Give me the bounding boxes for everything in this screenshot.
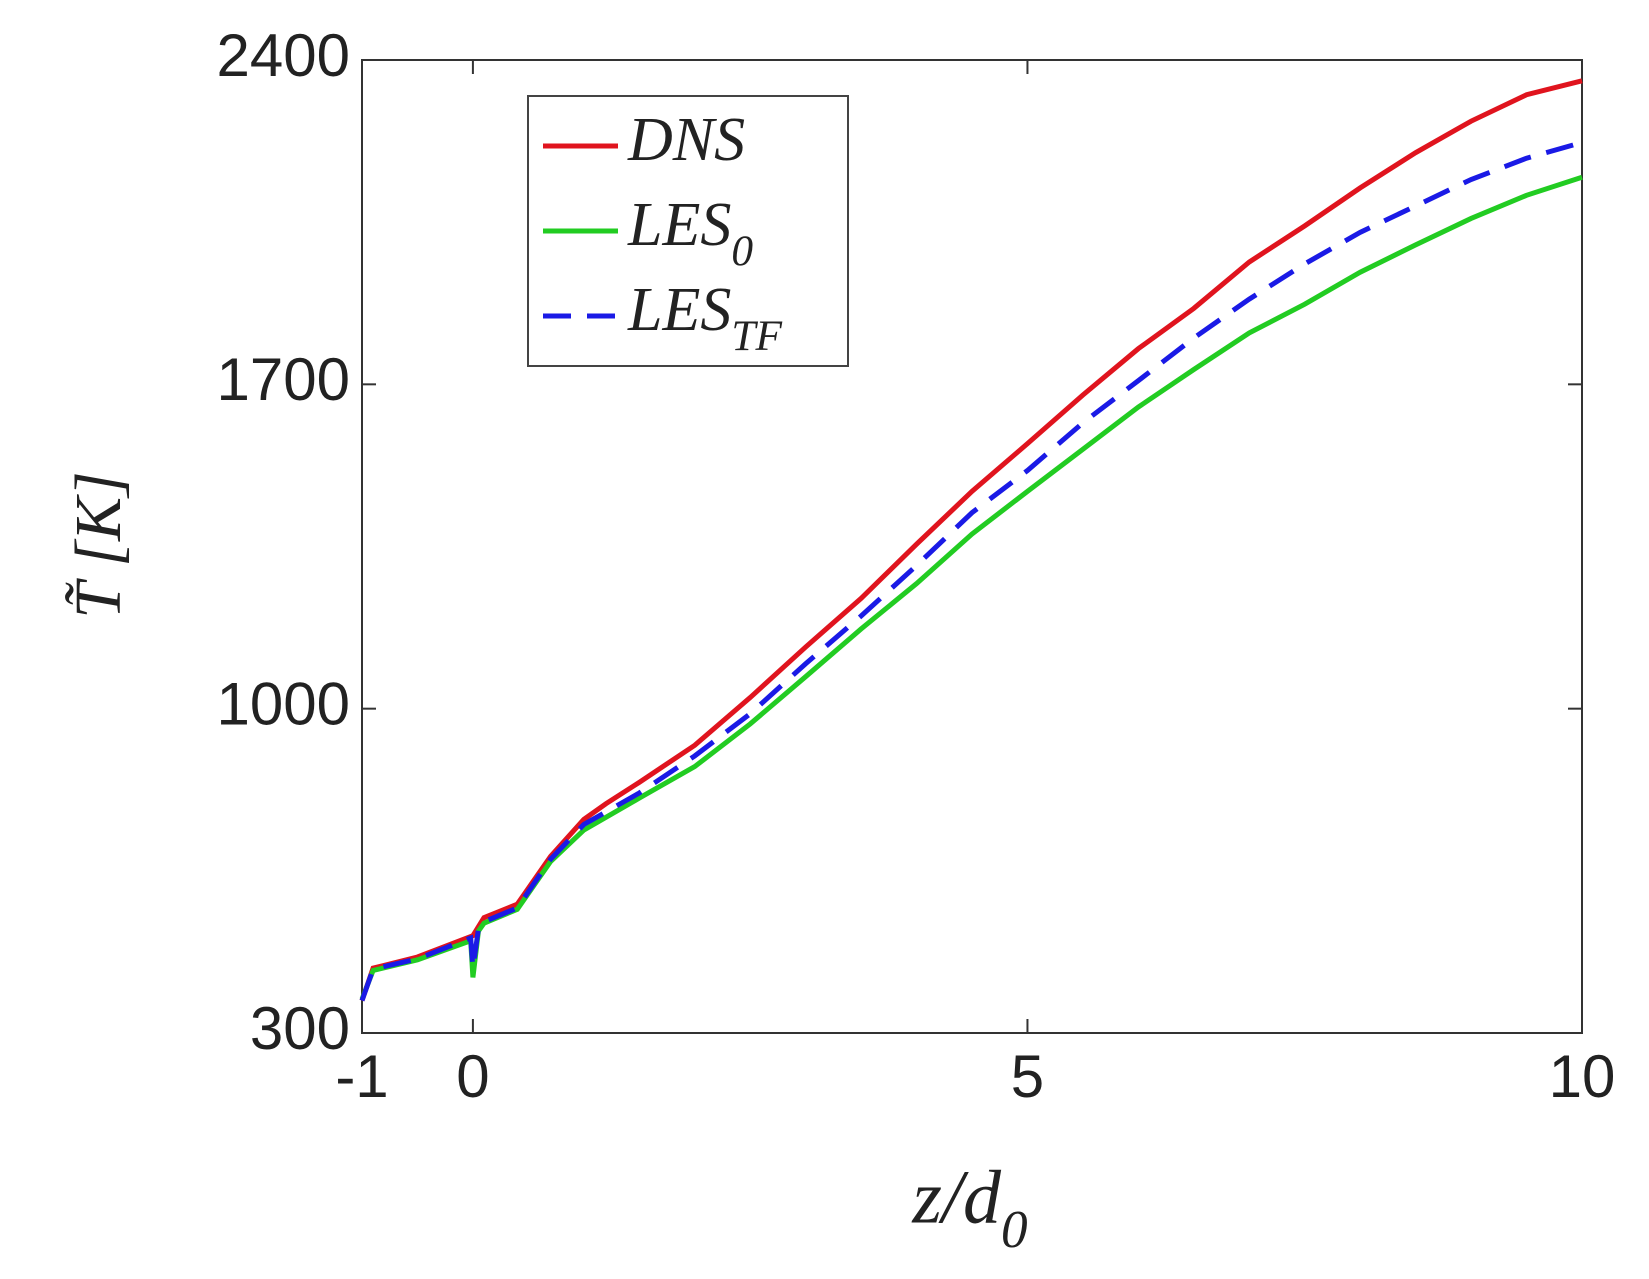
series-line	[359, 140, 1583, 1002]
y-tick-label: 1700	[217, 346, 350, 413]
x-tick-label: -1	[335, 1043, 388, 1110]
x-tick-label: 0	[456, 1043, 489, 1110]
series-line	[359, 78, 1583, 1002]
plot-frame	[361, 59, 1583, 1034]
x-axis-label: z/d0	[911, 1155, 1027, 1258]
y-tick-label: 1000	[217, 671, 350, 738]
y-tick-label: 300	[250, 995, 350, 1062]
y-axis-label: T̃ [K]	[62, 471, 135, 618]
legend-label: DNS	[627, 106, 745, 174]
x-tick-label: 10	[1549, 1043, 1616, 1110]
y-tick-label: 2400	[217, 22, 350, 89]
x-tick-label: 5	[1011, 1043, 1044, 1110]
